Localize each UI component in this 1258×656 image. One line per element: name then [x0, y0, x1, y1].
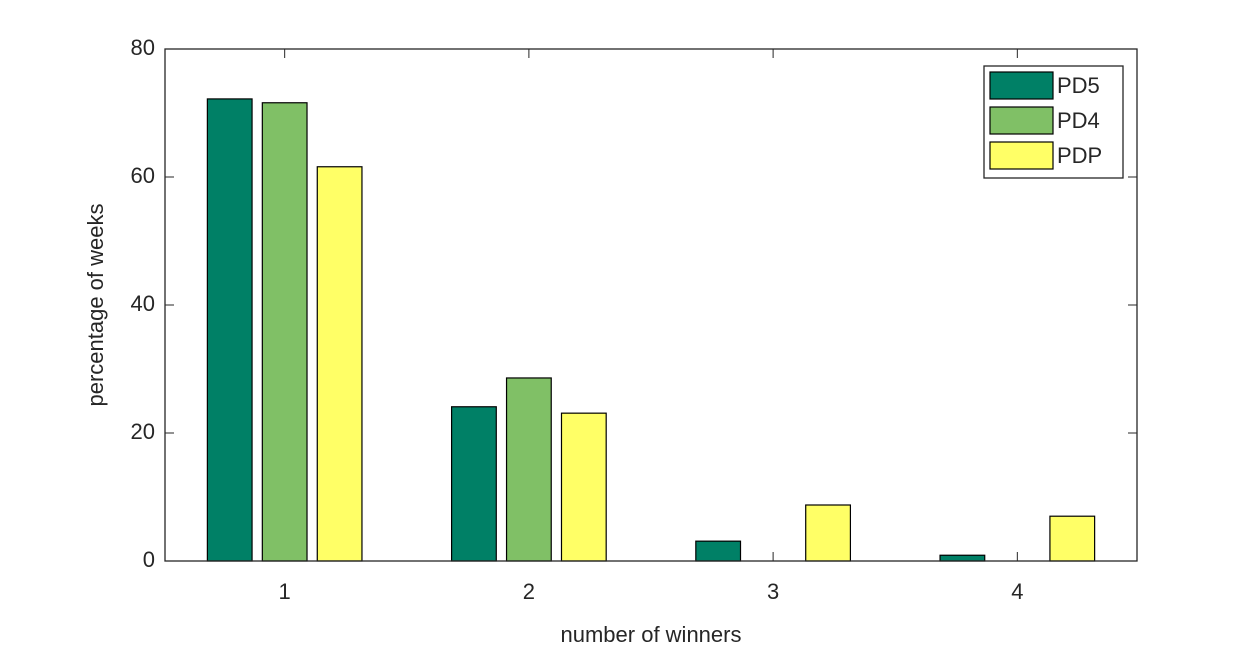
- legend-label: PD4: [1057, 108, 1100, 133]
- x-tick-label: 2: [523, 579, 535, 604]
- x-axis-label: number of winners: [561, 622, 742, 647]
- legend-swatch: [989, 106, 1054, 135]
- plot-frame: [164, 48, 1138, 562]
- x-tick-label: 4: [1011, 579, 1023, 604]
- bar: [560, 412, 607, 562]
- y-tick-label: 0: [143, 547, 155, 572]
- bar: [316, 166, 363, 562]
- legend-swatch: [989, 141, 1054, 170]
- bar: [505, 377, 552, 562]
- legend-label: PD5: [1057, 73, 1100, 98]
- legend-label: PDP: [1057, 143, 1102, 168]
- bar: [261, 102, 308, 562]
- bar: [805, 504, 852, 562]
- y-tick-label: 40: [131, 291, 155, 316]
- y-tick-label: 60: [131, 163, 155, 188]
- x-tick-label: 1: [279, 579, 291, 604]
- legend-swatch: [989, 71, 1054, 100]
- y-tick-label: 80: [131, 35, 155, 60]
- bar: [450, 406, 497, 562]
- bar: [695, 540, 742, 562]
- bar: [206, 98, 253, 562]
- y-axis-label: percentage of weeks: [83, 203, 108, 406]
- bar: [1049, 515, 1096, 562]
- x-tick-label: 3: [767, 579, 779, 604]
- bar: [939, 554, 986, 562]
- y-tick-label: 20: [131, 419, 155, 444]
